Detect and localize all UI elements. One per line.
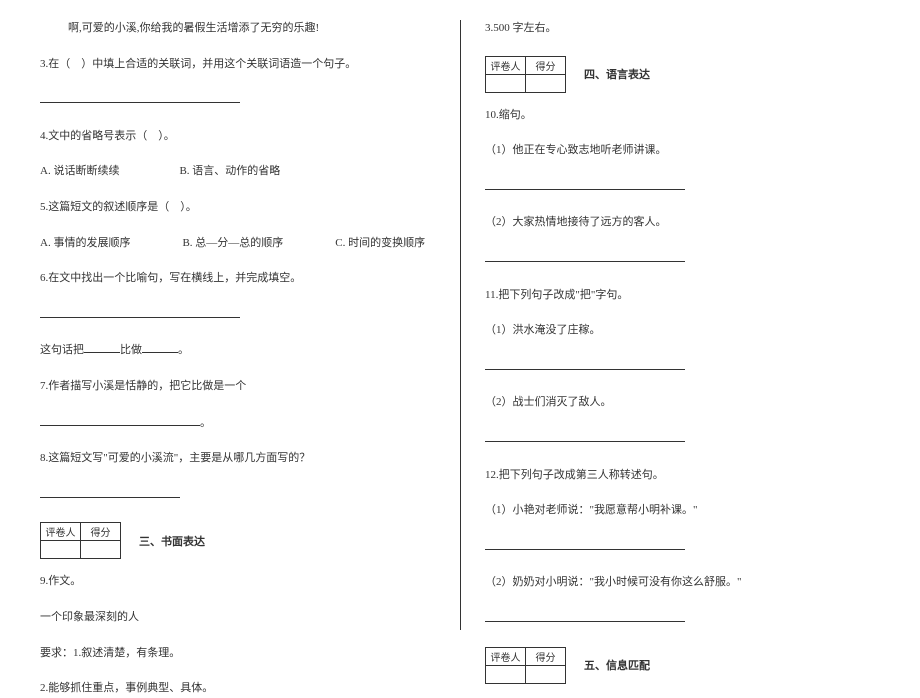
question-10: 10.缩句。	[485, 107, 880, 125]
question-9-req1: 要求：1.叙述清楚，有条理。	[40, 645, 436, 663]
score-table: 评卷人 得分	[485, 647, 566, 684]
score-cell-score[interactable]	[526, 74, 566, 92]
question-11-sub1: （1）洪水淹没了庄稼。	[485, 322, 880, 340]
score-header-reviewer: 评卷人	[41, 523, 81, 541]
question-12-sub1: （1）小艳对老师说："我愿意帮小明补课。"	[485, 502, 880, 520]
answer-blank[interactable]	[40, 91, 240, 103]
option-b[interactable]: B. 总—分—总的顺序	[182, 235, 283, 253]
question-9: 9.作文。	[40, 573, 436, 591]
score-table: 评卷人 得分	[485, 56, 566, 93]
answer-blank[interactable]	[485, 178, 685, 190]
answer-blank[interactable]	[40, 486, 180, 498]
answer-blank[interactable]	[40, 306, 240, 318]
fill-blank[interactable]	[142, 343, 178, 353]
intro-text: 啊,可爱的小溪,你给我的暑假生活增添了无穷的乐趣!	[40, 20, 436, 38]
question-9-req2: 2.能够抓住重点，事例典型、具体。	[40, 680, 436, 698]
score-cell-reviewer[interactable]	[486, 665, 526, 683]
question-6: 6.在文中找出一个比喻句，写在横线上，并完成填空。	[40, 270, 436, 288]
fill-suffix: 。	[178, 344, 189, 356]
option-a[interactable]: A. 事情的发展顺序	[40, 235, 130, 253]
option-b[interactable]: B. 语言、动作的省略	[179, 163, 280, 181]
score-cell-reviewer[interactable]	[41, 541, 81, 559]
score-header-score: 得分	[526, 56, 566, 74]
right-column: 3.500 字左右。 评卷人 得分 四、语言表达 10.缩句。 （1）他正在专心…	[460, 20, 880, 630]
question-7: 7.作者描写小溪是恬静的，把它比做是一个	[40, 378, 436, 396]
q7-suffix: 。	[200, 417, 211, 429]
section-3-title: 三、书面表达	[139, 533, 205, 549]
section-5-title: 五、信息匹配	[584, 657, 650, 673]
question-5-options: A. 事情的发展顺序 B. 总—分—总的顺序 C. 时间的变换顺序	[40, 235, 436, 253]
question-11-sub2: （2）战士们消灭了敌人。	[485, 394, 880, 412]
score-header-score: 得分	[81, 523, 121, 541]
score-box-section3: 评卷人 得分 三、书面表达	[40, 522, 436, 559]
left-column: 啊,可爱的小溪,你给我的暑假生活增添了无穷的乐趣! 3.在（ ）中填上合适的关联…	[40, 20, 460, 630]
fill-blank[interactable]	[84, 343, 120, 353]
question-9-topic: 一个印象最深刻的人	[40, 609, 436, 627]
section-4-title: 四、语言表达	[584, 66, 650, 82]
question-3: 3.在（ ）中填上合适的关联词，并用这个关联词语造一个句子。	[40, 56, 436, 74]
answer-blank[interactable]	[485, 430, 685, 442]
question-12: 12.把下列句子改成第三人称转述句。	[485, 467, 880, 485]
fill-mid: 比做	[120, 344, 142, 356]
question-6-fill: 这句话把 比做 。	[40, 342, 436, 360]
question-4-options: A. 说话断断续续 B. 语言、动作的省略	[40, 163, 436, 181]
fill-prefix: 这句话把	[40, 344, 84, 356]
question-8: 8.这篇短文写"可爱的小溪流"，主要是从哪几方面写的？	[40, 450, 436, 468]
answer-blank[interactable]	[40, 414, 200, 426]
score-table: 评卷人 得分	[40, 522, 121, 559]
question-5: 5.这篇短文的叙述顺序是（ ）。	[40, 199, 436, 217]
question-10-sub1: （1）他正在专心致志地听老师讲课。	[485, 142, 880, 160]
question-10-sub2: （2）大家热情地接待了远方的客人。	[485, 214, 880, 232]
score-cell-score[interactable]	[81, 541, 121, 559]
score-box-section4: 评卷人 得分 四、语言表达	[485, 56, 880, 93]
score-cell-score[interactable]	[526, 665, 566, 683]
question-12-sub2: （2）奶奶对小明说："我小时候可没有你这么舒服。"	[485, 574, 880, 592]
question-9-req3: 3.500 字左右。	[485, 20, 880, 38]
question-11: 11.把下列句子改成"把"字句。	[485, 287, 880, 305]
answer-blank[interactable]	[485, 538, 685, 550]
score-header-reviewer: 评卷人	[486, 56, 526, 74]
option-a[interactable]: A. 说话断断续续	[40, 163, 119, 181]
score-box-section5: 评卷人 得分 五、信息匹配	[485, 647, 880, 684]
answer-blank[interactable]	[485, 250, 685, 262]
option-c[interactable]: C. 时间的变换顺序	[335, 235, 425, 253]
question-4: 4.文中的省略号表示（ ）。	[40, 128, 436, 146]
answer-blank[interactable]	[485, 610, 685, 622]
score-cell-reviewer[interactable]	[486, 74, 526, 92]
answer-blank[interactable]	[485, 358, 685, 370]
